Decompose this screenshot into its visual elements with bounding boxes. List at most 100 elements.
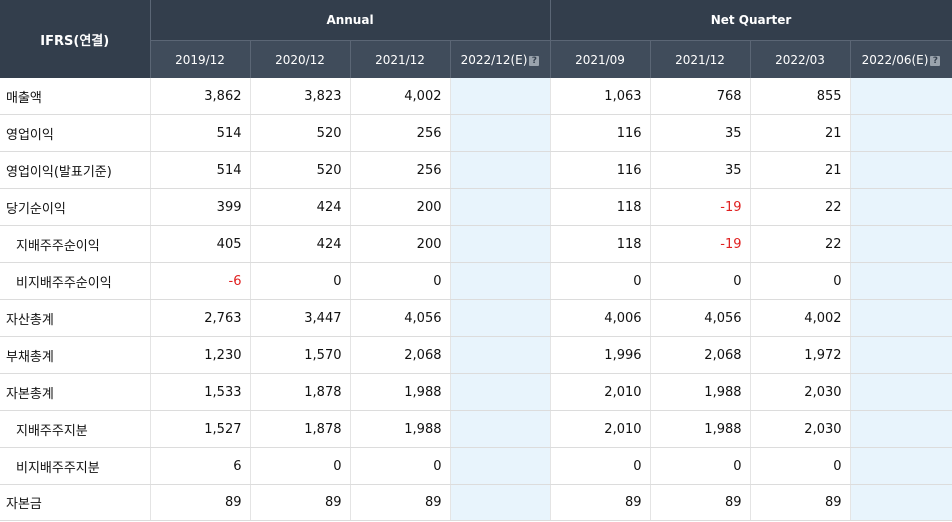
row-label[interactable]: 부채총계 [0,336,151,374]
value-cell: 89 [650,484,751,521]
value-cell: -19 [650,225,751,263]
value-cell: 520 [250,151,351,189]
value-cell: 89 [550,484,651,521]
estimate-cell [850,188,952,226]
value-cell: 3,447 [250,299,351,337]
value-cell: 1,878 [250,373,351,411]
value-cell: 1,230 [150,336,251,374]
value-cell: 1,996 [550,336,651,374]
value-cell: 0 [750,447,851,485]
value-cell: 200 [350,188,451,226]
table-row: 부채총계 1,230 1,570 2,068 1,996 2,068 1,972 [0,336,952,374]
period-header-estimate: 2022/06(E)? [850,40,952,78]
estimate-cell [450,484,551,521]
table-row: 영업이익 514 520 256 116 35 21 [0,114,952,152]
table-row: 영업이익(발표기준) 514 520 256 116 35 21 [0,151,952,189]
value-cell: 21 [750,151,851,189]
estimate-cell [850,299,952,337]
row-label[interactable]: 영업이익 [0,114,151,152]
table-row: 매출액 3,862 3,823 4,002 1,063 768 855 [0,78,952,115]
annual-group-header: Annual [150,0,551,41]
estimate-cell [450,373,551,411]
estimate-cell [850,114,952,152]
value-cell: 1,527 [150,410,251,448]
value-cell: 118 [550,188,651,226]
value-cell: 2,030 [750,373,851,411]
row-label[interactable]: 영업이익(발표기준) [0,151,151,189]
value-cell: 4,002 [750,299,851,337]
value-cell: 1,988 [650,373,751,411]
period-header: 2019/12 [150,40,251,78]
table-row: 비지배주주지분 6 0 0 0 0 0 [0,447,952,485]
period-header-estimate: 2022/12(E)? [450,40,551,78]
value-cell: 0 [550,262,651,300]
value-cell: 118 [550,225,651,263]
value-cell: 200 [350,225,451,263]
row-label[interactable]: 자본총계 [0,373,151,411]
value-cell: 424 [250,188,351,226]
table-row: 지배주주지분 1,527 1,878 1,988 2,010 1,988 2,030 [0,410,952,448]
estimate-cell [450,225,551,263]
value-cell: 1,878 [250,410,351,448]
value-cell: 2,763 [150,299,251,337]
table-row: 자산총계 2,763 3,447 4,056 4,006 4,056 4,002 [0,299,952,337]
value-cell: 6 [150,447,251,485]
help-icon[interactable]: ? [529,55,540,66]
value-cell: 89 [750,484,851,521]
help-icon[interactable]: ? [930,55,941,66]
value-cell: 3,823 [250,78,351,115]
value-cell: 1,972 [750,336,851,374]
period-header: 2021/12 [350,40,451,78]
table-row: 지배주주순이익 405 424 200 118 -19 22 [0,225,952,263]
value-cell: 2,068 [350,336,451,374]
row-label[interactable]: 당기순이익 [0,188,151,226]
row-label[interactable]: 자산총계 [0,299,151,337]
row-label[interactable]: 지배주주순이익 [0,225,151,263]
value-cell: 2,010 [550,373,651,411]
estimate-cell [850,225,952,263]
value-cell: 256 [350,114,451,152]
row-label[interactable]: 매출액 [0,78,151,115]
row-label[interactable]: 지배주주지분 [0,410,151,448]
period-header: 2021/09 [550,40,651,78]
estimate-cell [450,78,551,115]
period-header: 2022/03 [750,40,851,78]
value-cell: 22 [750,225,851,263]
value-cell: 22 [750,188,851,226]
row-label[interactable]: 비지배주주지분 [0,447,151,485]
estimate-cell [850,373,952,411]
value-cell: 4,056 [350,299,451,337]
estimate-cell [850,336,952,374]
value-cell: -19 [650,188,751,226]
value-cell: 2,068 [650,336,751,374]
row-label[interactable]: 비지배주주순이익 [0,262,151,300]
estimate-cell [850,78,952,115]
value-cell: 1,533 [150,373,251,411]
estimate-cell [850,410,952,448]
value-cell: 855 [750,78,851,115]
row-label[interactable]: 자본금 [0,484,151,521]
value-cell: 0 [250,262,351,300]
value-cell: 2,030 [750,410,851,448]
value-cell: 399 [150,188,251,226]
table-row: 자본총계 1,533 1,878 1,988 2,010 1,988 2,030 [0,373,952,411]
period-header: 2021/12 [650,40,751,78]
value-cell: 89 [150,484,251,521]
value-cell: 4,006 [550,299,651,337]
value-cell: 1,570 [250,336,351,374]
value-cell: 0 [350,262,451,300]
table-row: 자본금 89 89 89 89 89 89 [0,484,952,521]
table-row: 당기순이익 399 424 200 118 -19 22 [0,188,952,226]
estimate-cell [450,188,551,226]
value-cell: 0 [350,447,451,485]
value-cell: 21 [750,114,851,152]
value-cell: 4,056 [650,299,751,337]
estimate-cell [850,262,952,300]
estimate-cell [450,410,551,448]
value-cell: 520 [250,114,351,152]
value-cell: 0 [650,447,751,485]
period-header: 2020/12 [250,40,351,78]
estimate-cell [850,447,952,485]
value-cell: 35 [650,114,751,152]
